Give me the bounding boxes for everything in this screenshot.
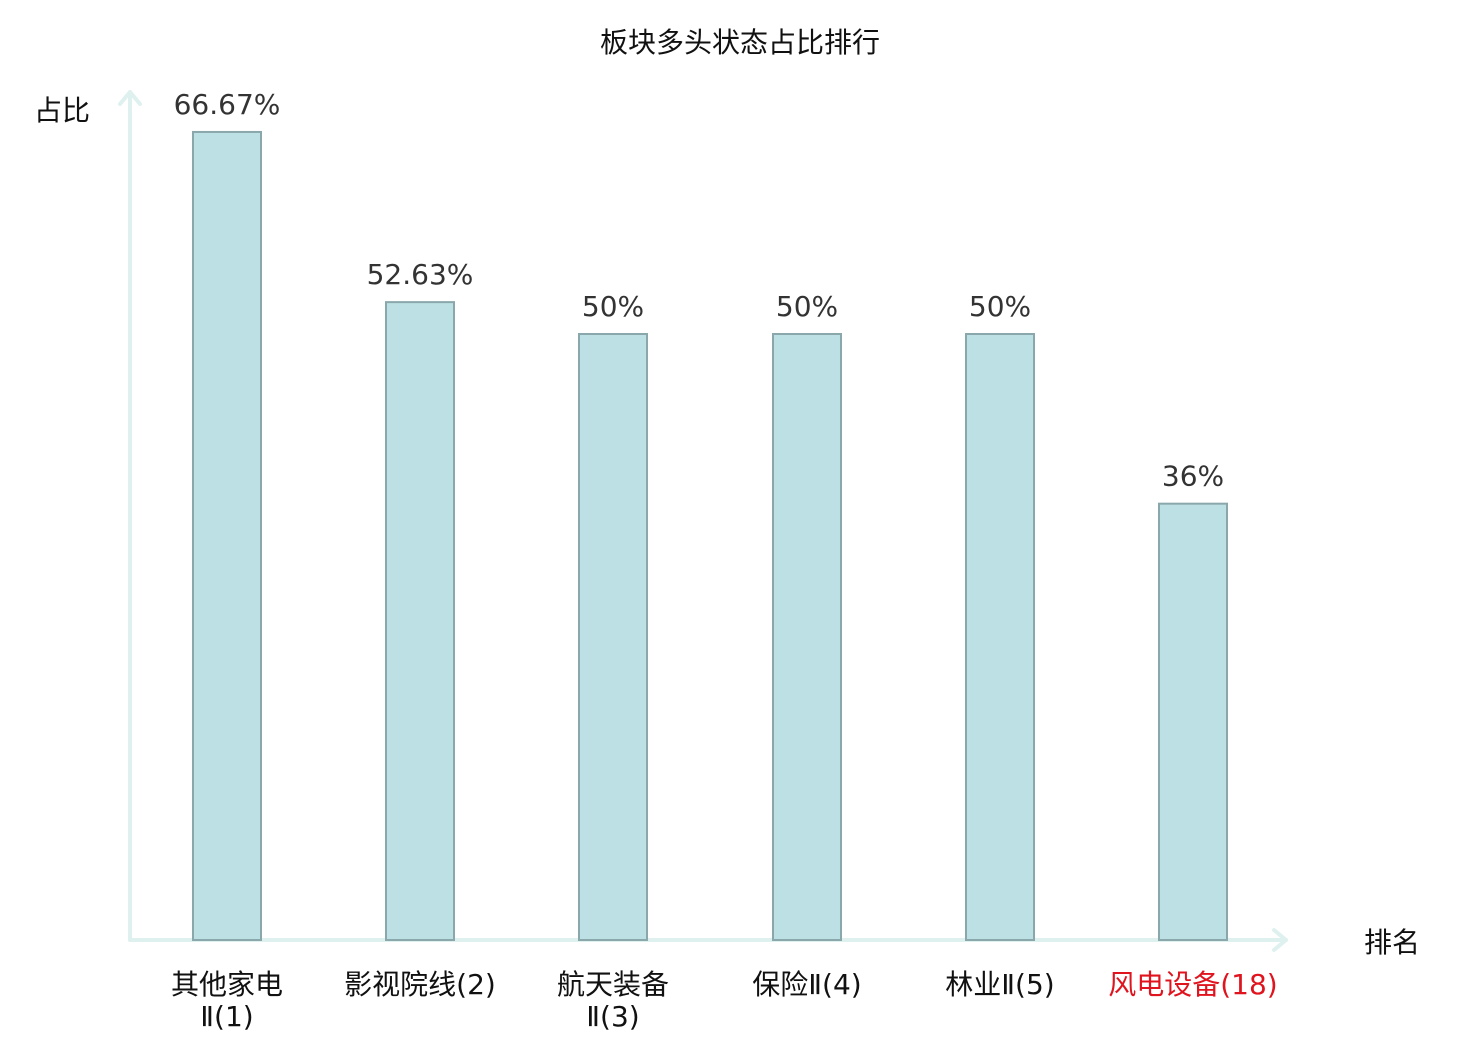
bar-1 — [192, 130, 262, 941]
x-axis — [128, 928, 1288, 952]
category-label-3: 航天装备 Ⅱ(3) — [557, 968, 669, 1033]
category-label-line: 影视院线(2) — [344, 968, 496, 1001]
y-axis-arrow-icon — [118, 90, 142, 106]
value-label-2: 52.63% — [367, 258, 474, 291]
category-label-1: 其他家电 Ⅱ(1) — [171, 968, 283, 1033]
value-label-1: 66.67% — [174, 88, 281, 121]
category-label-6: 风电设备(18) — [1108, 968, 1277, 1001]
value-label-6: 36% — [1162, 460, 1224, 493]
value-label-5: 50% — [969, 290, 1031, 323]
value-label-3: 50% — [582, 290, 644, 323]
bar-5 — [965, 333, 1035, 941]
bar-4 — [772, 333, 842, 941]
x-axis-arrow-icon — [1272, 928, 1288, 952]
category-label-line: 保险Ⅱ(4) — [752, 968, 861, 1001]
category-label-5: 林业Ⅱ(5) — [945, 968, 1054, 1001]
chart-title: 板块多头状态占比排行 — [600, 26, 880, 59]
category-label-line: Ⅱ(3) — [586, 1000, 639, 1033]
y-axis — [118, 90, 142, 942]
value-label-4: 50% — [776, 290, 838, 323]
y-axis-label: 占比 — [34, 94, 90, 127]
x-axis-label: 排名 — [1364, 926, 1420, 959]
category-label-line: Ⅱ(1) — [200, 1000, 253, 1033]
category-label-line: 其他家电 — [171, 968, 283, 1001]
category-label-4: 保险Ⅱ(4) — [752, 968, 861, 1001]
category-label-line: 航天装备 — [557, 968, 669, 1001]
bar-2 — [385, 301, 455, 941]
category-label-2: 影视院线(2) — [344, 968, 496, 1001]
bar-6 — [1158, 502, 1228, 941]
category-label-line: 风电设备(18) — [1108, 968, 1277, 1001]
category-label-line: 林业Ⅱ(5) — [945, 968, 1054, 1001]
bar-3 — [578, 333, 648, 941]
